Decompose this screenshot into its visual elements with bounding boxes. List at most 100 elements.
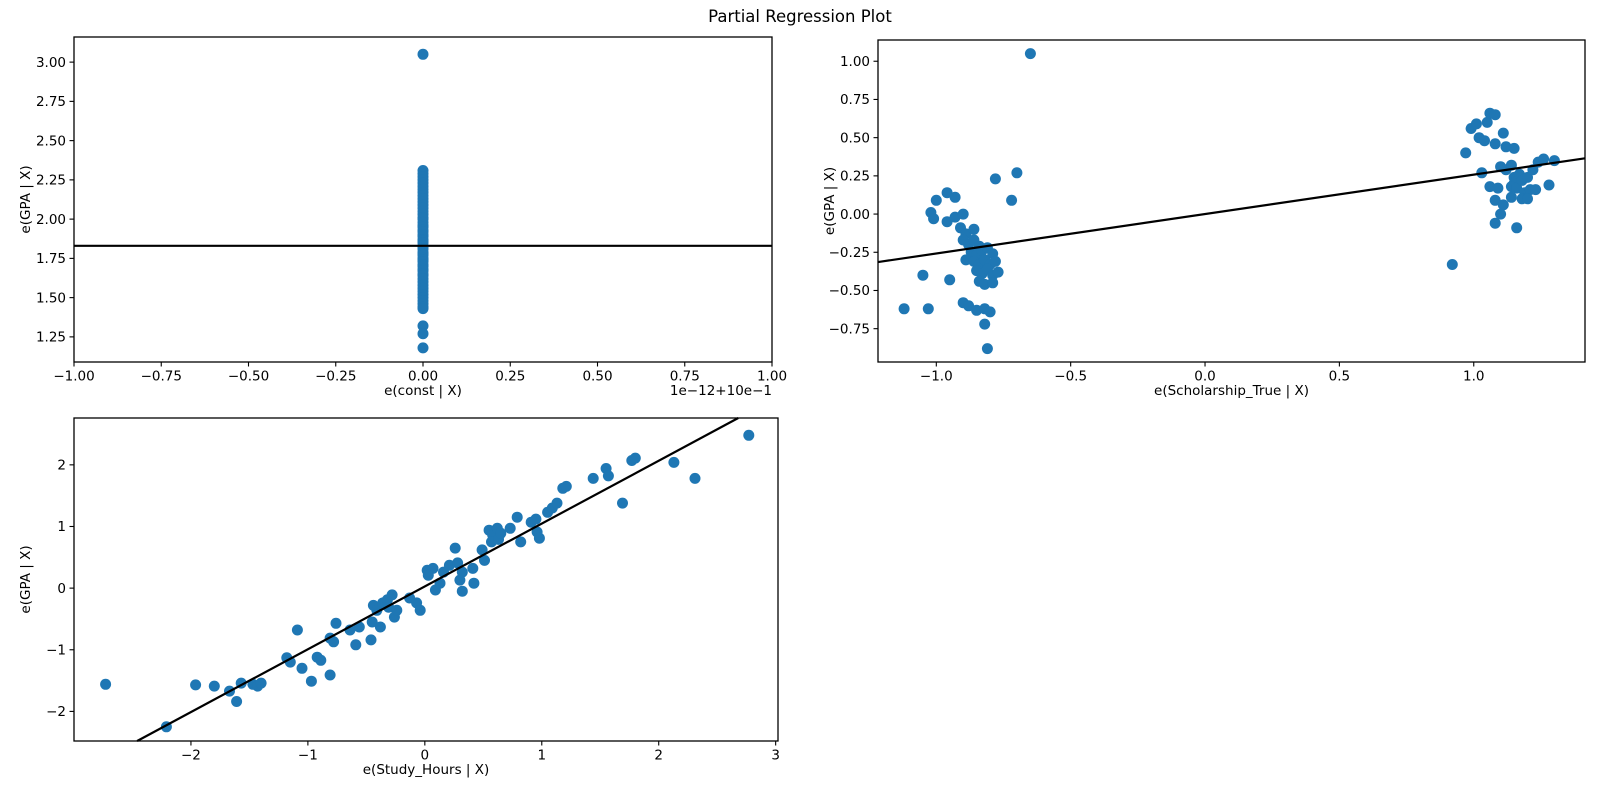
data-point (922, 303, 934, 315)
subplot-study-hours: −2 −1 0 1 2 3 −2 −1 0 1 2 e(Study_Hours | X) e(GPA |… (18, 417, 780, 778)
x-tick-label: −0.25 (315, 369, 356, 385)
data-point (530, 513, 542, 525)
data-point (941, 187, 953, 199)
data-point (949, 191, 961, 203)
data-point (1497, 199, 1509, 211)
x-tick-label: −0.50 (228, 369, 269, 385)
y-tick-label: −0.25 (829, 245, 870, 261)
data-point (957, 208, 969, 220)
data-point (296, 662, 308, 674)
figure-title: Partial Regression Plot (708, 7, 892, 26)
data-point (668, 456, 680, 468)
data-point (476, 544, 488, 556)
data-point (743, 429, 755, 441)
data-point (1024, 48, 1036, 60)
data-point (467, 562, 479, 574)
x-tick-label: −1 (298, 748, 318, 764)
data-point (417, 48, 429, 60)
data-point (1489, 138, 1501, 150)
x-axis-offset-text: 1e−12+10e−1 (670, 383, 772, 399)
data-point (917, 269, 929, 281)
data-point (629, 452, 641, 464)
data-point (324, 669, 336, 681)
subplot-const: −1.00 −0.75 −0.50 −0.25 0.00 0.25 0.50 0.75 1.00… (18, 36, 787, 399)
x-tick-label: 1.00 (757, 369, 787, 385)
data-point (533, 532, 545, 544)
data-point (551, 497, 563, 509)
scatter-series (898, 48, 1560, 355)
data-point (1511, 222, 1523, 234)
data-point (1470, 118, 1482, 130)
data-point (495, 527, 507, 539)
x-tick-label: 1 (537, 748, 546, 764)
data-point (898, 303, 910, 315)
data-point (468, 577, 480, 589)
x-tick-label: −0.75 (141, 369, 182, 385)
x-tick-label: 0.0 (1194, 369, 1215, 385)
data-point (930, 194, 942, 206)
data-point (414, 604, 426, 616)
data-point (231, 696, 243, 707)
data-point (587, 472, 599, 484)
axes-frame (73, 417, 779, 742)
data-point (504, 522, 516, 534)
data-point (330, 617, 342, 629)
data-point (992, 266, 1004, 278)
x-tick-label: 2 (654, 748, 663, 764)
y-tick-label: −0.50 (829, 283, 870, 299)
data-point (602, 470, 614, 482)
data-point (1446, 259, 1458, 270)
x-axis-label: e(Scholarship_True | X) (1154, 383, 1309, 399)
data-point (350, 639, 362, 651)
y-tick-label: 0 (57, 581, 66, 597)
data-point (941, 216, 953, 228)
subplot-scholarship: −1.0 −0.5 0.0 0.5 1.0 −0.75 −0.50 −0.25 0.00 0.25… (822, 39, 1586, 399)
data-point (560, 480, 572, 492)
y-tick-label: −0.75 (829, 321, 870, 337)
x-tick-label: 0.00 (408, 369, 438, 385)
data-point (291, 624, 303, 636)
x-tick-label: 0.50 (582, 369, 612, 385)
x-tick-label: 3 (771, 748, 780, 764)
scatter-series (100, 429, 755, 733)
data-point (456, 566, 468, 578)
data-point (928, 213, 940, 225)
data-point (989, 173, 1001, 185)
data-point (366, 616, 378, 628)
y-tick-label: 1.00 (840, 54, 870, 70)
y-axis-label: e(GPA | X) (822, 167, 838, 235)
x-tick-label: −2 (181, 748, 201, 764)
y-tick-label: 1.25 (36, 330, 66, 346)
data-point (374, 621, 386, 633)
axes-frame (877, 39, 1586, 363)
data-point (984, 306, 996, 318)
data-point (100, 678, 112, 690)
y-tick-label: −2 (46, 704, 66, 720)
data-point (1011, 167, 1023, 179)
data-point (515, 536, 527, 548)
data-point (1522, 193, 1533, 205)
y-tick-label: 1 (57, 519, 66, 535)
data-point (456, 585, 468, 597)
data-point (1511, 182, 1523, 194)
data-point (511, 511, 523, 523)
data-point (1492, 182, 1504, 194)
data-point (1460, 147, 1472, 159)
data-point (255, 677, 267, 689)
fit-line (136, 417, 739, 742)
data-point (208, 680, 220, 692)
data-point (1497, 127, 1509, 139)
y-tick-label: −1 (46, 642, 66, 658)
y-tick-label: 2.50 (36, 133, 66, 149)
data-point (1006, 194, 1018, 206)
data-point (422, 569, 434, 581)
data-point (1489, 109, 1501, 121)
y-axis-label: e(GPA | X) (18, 165, 34, 233)
x-tick-label: 0.75 (670, 369, 700, 385)
y-tick-label: 2.75 (36, 94, 66, 110)
data-point (1479, 135, 1490, 147)
data-point (1489, 217, 1501, 229)
data-point (617, 497, 628, 509)
data-point (479, 554, 490, 566)
data-point (386, 589, 398, 601)
